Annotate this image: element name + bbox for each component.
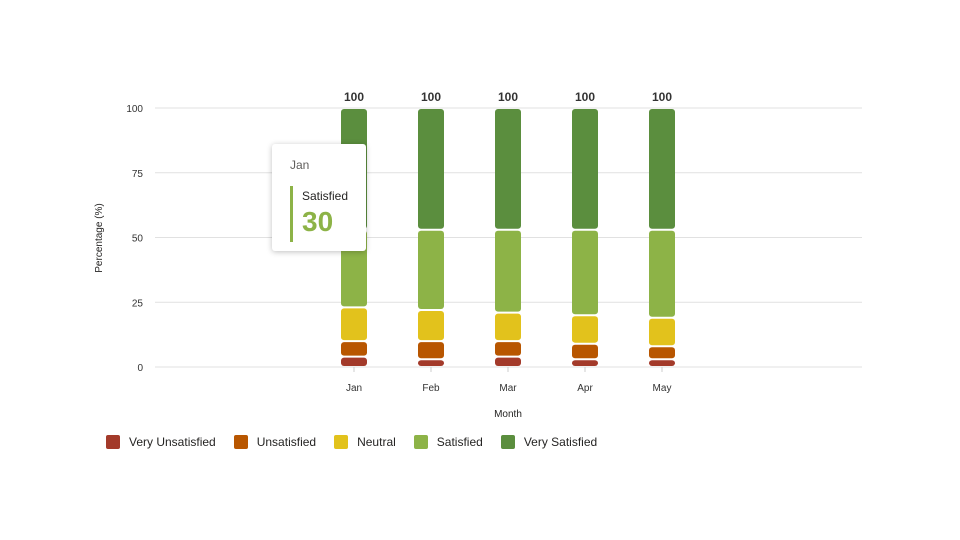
legend-label: Neutral — [357, 435, 396, 449]
legend-item[interactable]: Neutral — [334, 435, 396, 449]
bar-segment-neutral[interactable] — [418, 311, 444, 341]
bar-segment-neutral[interactable] — [572, 316, 598, 343]
total-label: 100 — [575, 90, 595, 104]
bar-segment-unsatisfied[interactable] — [418, 342, 444, 359]
y-tick-label: 75 — [132, 169, 144, 180]
tooltip-color-bar — [290, 186, 293, 242]
bar-segment-satisfied[interactable] — [495, 230, 521, 312]
y-axis-title: Percentage (%) — [94, 203, 105, 272]
y-tick-label: 0 — [137, 363, 143, 374]
x-tick-label: Mar — [499, 383, 517, 394]
legend-label: Very Unsatisfied — [129, 435, 216, 449]
bar-segment-neutral[interactable] — [495, 313, 521, 341]
bar-segment-satisfied[interactable] — [649, 230, 675, 317]
legend-swatch — [106, 435, 120, 449]
bar-segment-very-unsatisfied[interactable] — [649, 360, 675, 366]
total-label: 100 — [421, 90, 441, 104]
y-tick-label: 50 — [132, 234, 144, 245]
tooltip-series: Satisfied — [302, 189, 349, 203]
tooltip-category: Jan — [290, 158, 310, 172]
legend: Very Unsatisfied Unsatisfied Neutral Satisf… — [106, 435, 615, 449]
x-tick-label: Feb — [422, 383, 440, 394]
bar-segment-very-unsatisfied[interactable] — [495, 357, 521, 366]
bar-segment-satisfied[interactable] — [572, 230, 598, 315]
legend-label: Very Satisfied — [523, 435, 598, 449]
total-label: 100 — [498, 90, 518, 104]
bar-segment-very-satisfied[interactable] — [572, 109, 598, 229]
legend-swatch — [334, 435, 349, 449]
legend-item[interactable]: Satisfied — [413, 435, 483, 449]
tooltip: Jan Satisfied 30 — [272, 144, 366, 251]
total-label: 100 — [344, 90, 364, 104]
bar-segment-very-satisfied[interactable] — [649, 109, 675, 229]
legend-item[interactable]: Very Satisfied — [500, 435, 598, 449]
legend-swatch — [233, 435, 248, 449]
bar-segment-very-unsatisfied[interactable] — [572, 360, 598, 366]
x-axis-title: Month — [494, 409, 522, 420]
legend-label: Unsatisfied — [256, 435, 317, 449]
bar-segment-unsatisfied[interactable] — [341, 342, 367, 356]
bar-segment-very-unsatisfied[interactable] — [418, 360, 444, 366]
legend-swatch — [500, 435, 515, 449]
total-label: 100 — [652, 90, 672, 104]
legend-label: Satisfied — [436, 435, 483, 449]
bar-segment-unsatisfied[interactable] — [495, 342, 521, 356]
y-tick-label: 25 — [132, 298, 144, 309]
bar-segment-neutral[interactable] — [341, 308, 367, 341]
y-tick-label: 100 — [126, 104, 143, 115]
bar-segment-satisfied[interactable] — [418, 230, 444, 310]
legend-swatch — [413, 435, 428, 449]
bar-segment-neutral[interactable] — [649, 318, 675, 346]
bar-segment-very-satisfied[interactable] — [418, 109, 444, 229]
x-tick-label: Jan — [346, 383, 362, 394]
tooltip-value: 30 — [302, 206, 334, 237]
x-tick-label: Apr — [577, 383, 593, 394]
legend-item[interactable]: Very Unsatisfied — [106, 435, 216, 449]
legend-item[interactable]: Unsatisfied — [233, 435, 317, 449]
bar-segment-very-unsatisfied[interactable] — [341, 357, 367, 366]
x-tick-label: May — [653, 383, 672, 394]
bar-segment-very-satisfied[interactable] — [495, 109, 521, 229]
bar-segment-unsatisfied[interactable] — [649, 347, 675, 359]
bar-segment-unsatisfied[interactable] — [572, 344, 598, 359]
